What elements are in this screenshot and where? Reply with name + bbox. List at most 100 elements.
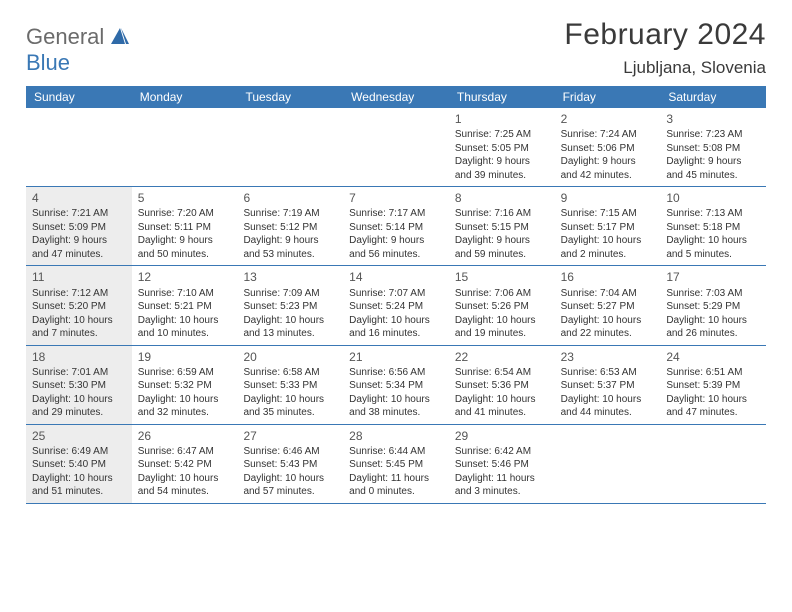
day-number: 20	[243, 349, 337, 365]
day-cell	[660, 425, 766, 503]
daylight-text: Daylight: 11 hours and 3 minutes.	[455, 472, 549, 499]
sunset-text: Sunset: 5:43 PM	[243, 458, 337, 472]
sunset-text: Sunset: 5:42 PM	[138, 458, 232, 472]
sunrise-text: Sunrise: 6:47 AM	[138, 445, 232, 459]
sunrise-text: Sunrise: 7:17 AM	[349, 207, 443, 221]
day-number: 19	[138, 349, 232, 365]
day-number: 11	[32, 269, 126, 285]
day-cell: 13Sunrise: 7:09 AMSunset: 5:23 PMDayligh…	[237, 266, 343, 344]
day-cell: 25Sunrise: 6:49 AMSunset: 5:40 PMDayligh…	[26, 425, 132, 503]
daylight-text: Daylight: 10 hours and 16 minutes.	[349, 314, 443, 341]
day-header-mon: Monday	[132, 86, 238, 108]
day-cell: 21Sunrise: 6:56 AMSunset: 5:34 PMDayligh…	[343, 346, 449, 424]
sunset-text: Sunset: 5:32 PM	[138, 379, 232, 393]
daylight-text: Daylight: 10 hours and 26 minutes.	[666, 314, 760, 341]
sunset-text: Sunset: 5:27 PM	[561, 300, 655, 314]
sunset-text: Sunset: 5:23 PM	[243, 300, 337, 314]
daylight-text: Daylight: 10 hours and 38 minutes.	[349, 393, 443, 420]
day-cell: 27Sunrise: 6:46 AMSunset: 5:43 PMDayligh…	[237, 425, 343, 503]
sunset-text: Sunset: 5:46 PM	[455, 458, 549, 472]
day-number: 25	[32, 428, 126, 444]
daylight-text: Daylight: 10 hours and 32 minutes.	[138, 393, 232, 420]
day-cell	[26, 108, 132, 186]
sunrise-text: Sunrise: 7:09 AM	[243, 287, 337, 301]
title-block: February 2024 Ljubljana, Slovenia	[564, 18, 766, 78]
day-number: 10	[666, 190, 760, 206]
sunrise-text: Sunrise: 6:49 AM	[32, 445, 126, 459]
sunset-text: Sunset: 5:11 PM	[138, 221, 232, 235]
daylight-text: Daylight: 10 hours and 29 minutes.	[32, 393, 126, 420]
sunrise-text: Sunrise: 7:16 AM	[455, 207, 549, 221]
daylight-text: Daylight: 9 hours and 42 minutes.	[561, 155, 655, 182]
day-number: 23	[561, 349, 655, 365]
daylight-text: Daylight: 9 hours and 59 minutes.	[455, 234, 549, 261]
day-number: 7	[349, 190, 443, 206]
sunrise-text: Sunrise: 7:12 AM	[32, 287, 126, 301]
logo-text-block: General Blue	[26, 24, 129, 76]
sunset-text: Sunset: 5:06 PM	[561, 142, 655, 156]
daylight-text: Daylight: 11 hours and 0 minutes.	[349, 472, 443, 499]
sunset-text: Sunset: 5:17 PM	[561, 221, 655, 235]
generalblue-logo: General Blue	[26, 24, 129, 76]
day-cell: 26Sunrise: 6:47 AMSunset: 5:42 PMDayligh…	[132, 425, 238, 503]
daylight-text: Daylight: 10 hours and 47 minutes.	[666, 393, 760, 420]
sunset-text: Sunset: 5:12 PM	[243, 221, 337, 235]
sunset-text: Sunset: 5:21 PM	[138, 300, 232, 314]
sunrise-text: Sunrise: 7:23 AM	[666, 128, 760, 142]
day-cell: 24Sunrise: 6:51 AMSunset: 5:39 PMDayligh…	[660, 346, 766, 424]
sunrise-text: Sunrise: 7:19 AM	[243, 207, 337, 221]
day-cell: 10Sunrise: 7:13 AMSunset: 5:18 PMDayligh…	[660, 187, 766, 265]
daylight-text: Daylight: 10 hours and 35 minutes.	[243, 393, 337, 420]
sunrise-text: Sunrise: 7:24 AM	[561, 128, 655, 142]
day-cell: 9Sunrise: 7:15 AMSunset: 5:17 PMDaylight…	[555, 187, 661, 265]
sunset-text: Sunset: 5:26 PM	[455, 300, 549, 314]
daylight-text: Daylight: 9 hours and 56 minutes.	[349, 234, 443, 261]
daylight-text: Daylight: 10 hours and 22 minutes.	[561, 314, 655, 341]
day-cell	[343, 108, 449, 186]
sunrise-text: Sunrise: 6:42 AM	[455, 445, 549, 459]
sunrise-text: Sunrise: 7:15 AM	[561, 207, 655, 221]
sunset-text: Sunset: 5:09 PM	[32, 221, 126, 235]
logo-sail-icon	[111, 31, 129, 48]
sunrise-text: Sunrise: 7:01 AM	[32, 366, 126, 380]
sunrise-text: Sunrise: 7:10 AM	[138, 287, 232, 301]
day-cell: 5Sunrise: 7:20 AMSunset: 5:11 PMDaylight…	[132, 187, 238, 265]
sunrise-text: Sunrise: 7:07 AM	[349, 287, 443, 301]
daylight-text: Daylight: 10 hours and 54 minutes.	[138, 472, 232, 499]
week-row: 1Sunrise: 7:25 AMSunset: 5:05 PMDaylight…	[26, 108, 766, 187]
logo-text-general: General	[26, 24, 104, 49]
day-header-sat: Saturday	[660, 86, 766, 108]
sunrise-text: Sunrise: 6:44 AM	[349, 445, 443, 459]
day-number: 5	[138, 190, 232, 206]
sunrise-text: Sunrise: 7:25 AM	[455, 128, 549, 142]
sunset-text: Sunset: 5:05 PM	[455, 142, 549, 156]
day-cell	[555, 425, 661, 503]
daylight-text: Daylight: 9 hours and 39 minutes.	[455, 155, 549, 182]
day-number: 24	[666, 349, 760, 365]
day-header-thu: Thursday	[449, 86, 555, 108]
day-cell	[237, 108, 343, 186]
daylight-text: Daylight: 9 hours and 47 minutes.	[32, 234, 126, 261]
day-number: 29	[455, 428, 549, 444]
day-number: 18	[32, 349, 126, 365]
sunrise-text: Sunrise: 6:53 AM	[561, 366, 655, 380]
day-cell: 4Sunrise: 7:21 AMSunset: 5:09 PMDaylight…	[26, 187, 132, 265]
sunset-text: Sunset: 5:29 PM	[666, 300, 760, 314]
day-cell: 17Sunrise: 7:03 AMSunset: 5:29 PMDayligh…	[660, 266, 766, 344]
daylight-text: Daylight: 10 hours and 5 minutes.	[666, 234, 760, 261]
day-header-sun: Sunday	[26, 86, 132, 108]
sunset-text: Sunset: 5:14 PM	[349, 221, 443, 235]
sunset-text: Sunset: 5:33 PM	[243, 379, 337, 393]
daylight-text: Daylight: 10 hours and 7 minutes.	[32, 314, 126, 341]
sunrise-text: Sunrise: 6:56 AM	[349, 366, 443, 380]
week-row: 11Sunrise: 7:12 AMSunset: 5:20 PMDayligh…	[26, 266, 766, 345]
sunset-text: Sunset: 5:18 PM	[666, 221, 760, 235]
daylight-text: Daylight: 10 hours and 57 minutes.	[243, 472, 337, 499]
day-cell: 28Sunrise: 6:44 AMSunset: 5:45 PMDayligh…	[343, 425, 449, 503]
day-cell: 14Sunrise: 7:07 AMSunset: 5:24 PMDayligh…	[343, 266, 449, 344]
daylight-text: Daylight: 10 hours and 10 minutes.	[138, 314, 232, 341]
day-number: 15	[455, 269, 549, 285]
sunset-text: Sunset: 5:15 PM	[455, 221, 549, 235]
day-cell: 18Sunrise: 7:01 AMSunset: 5:30 PMDayligh…	[26, 346, 132, 424]
day-cell: 2Sunrise: 7:24 AMSunset: 5:06 PMDaylight…	[555, 108, 661, 186]
